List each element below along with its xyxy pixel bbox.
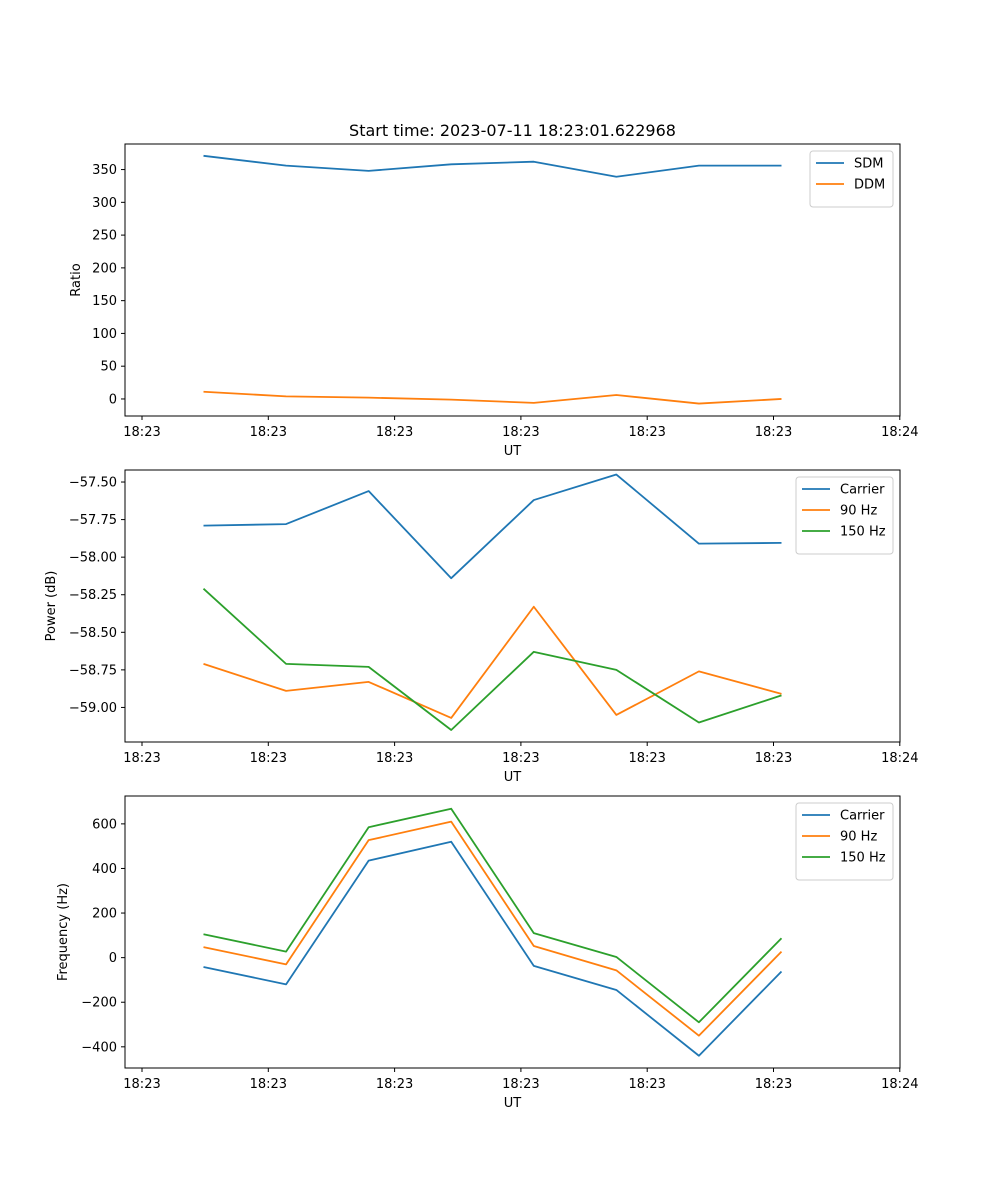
series-line-150-hz bbox=[202, 588, 782, 731]
legend-label: 150 Hz bbox=[840, 525, 886, 540]
legend-box bbox=[795, 802, 894, 881]
legend-box bbox=[809, 150, 894, 208]
legend-label: 150 Hz bbox=[840, 851, 886, 866]
x-tick-label: 18:24 bbox=[881, 425, 918, 440]
x-tick-label: 18:23 bbox=[755, 1077, 792, 1092]
x-tick-label: 18:23 bbox=[628, 751, 665, 766]
x-tick-label: 18:23 bbox=[755, 425, 792, 440]
y-tick-label: 200 bbox=[92, 907, 117, 922]
y-tick-label: −200 bbox=[81, 996, 117, 1011]
legend: Carrier 90 Hz 150 Hz bbox=[795, 802, 894, 881]
x-tick-label: 18:24 bbox=[881, 1077, 918, 1092]
frequency-panel: 18:23 18:23 18:23 18:23 18:23 18:23 18:24 −400 −… bbox=[56, 795, 919, 1111]
y-tick-label: 200 bbox=[92, 261, 117, 276]
series-line-carrier bbox=[203, 473, 782, 580]
series-line-150-hz bbox=[203, 807, 783, 1024]
x-axis-label: UT bbox=[504, 1096, 522, 1111]
x-tick-label: 18:24 bbox=[881, 751, 918, 766]
y-axis-label: Power (dB) bbox=[44, 571, 59, 642]
x-axis-label: UT bbox=[504, 770, 522, 785]
legend-label: DDM bbox=[854, 178, 885, 193]
y-tick-label: 400 bbox=[92, 862, 117, 877]
x-tick-label: 18:23 bbox=[250, 1077, 287, 1092]
y-tick-label: −58.50 bbox=[69, 626, 117, 641]
ratio-panel: 18:23 18:23 18:23 18:23 18:23 18:23 18:24 0 50 10… bbox=[69, 143, 919, 459]
legend-label: 90 Hz bbox=[840, 504, 877, 519]
legend: Carrier 90 Hz 150 Hz bbox=[795, 476, 894, 555]
figure-title: Start time: 2023-07-11 18:23:01.622968 bbox=[349, 121, 676, 140]
x-tick-label: 18:23 bbox=[376, 425, 413, 440]
series-line-90-hz bbox=[203, 820, 783, 1037]
y-tick-label: −57.75 bbox=[69, 513, 117, 528]
y-tick-label: −59.00 bbox=[69, 701, 117, 716]
legend: SDM DDM bbox=[809, 150, 894, 208]
y-axis-label: Ratio bbox=[69, 263, 84, 296]
x-axis-label: UT bbox=[504, 444, 522, 459]
legend-label: 90 Hz bbox=[840, 830, 877, 845]
axes-frame bbox=[124, 469, 901, 743]
x-tick-label: 18:23 bbox=[502, 751, 539, 766]
axes-frame bbox=[124, 795, 901, 1069]
legend-label: SDM bbox=[854, 157, 883, 172]
y-tick-label: 600 bbox=[92, 817, 117, 832]
x-tick-label: 18:23 bbox=[628, 425, 665, 440]
series-line-sdm bbox=[203, 154, 782, 178]
y-tick-label: 100 bbox=[92, 327, 117, 342]
y-tick-label: −57.50 bbox=[69, 476, 117, 491]
y-tick-label: 350 bbox=[92, 163, 117, 178]
y-tick-label: 0 bbox=[109, 951, 117, 966]
legend-label: Carrier bbox=[840, 809, 885, 824]
y-tick-label: −400 bbox=[81, 1040, 117, 1055]
series-line-90-hz bbox=[203, 605, 782, 719]
y-tick-label: −58.25 bbox=[69, 588, 117, 603]
x-tick-label: 18:23 bbox=[376, 751, 413, 766]
y-tick-label: 50 bbox=[100, 360, 117, 375]
x-tick-label: 18:23 bbox=[755, 751, 792, 766]
series-line-ddm bbox=[203, 390, 782, 405]
x-tick-label: 18:23 bbox=[628, 1077, 665, 1092]
x-tick-label: 18:23 bbox=[502, 1077, 539, 1092]
x-tick-label: 18:23 bbox=[250, 751, 287, 766]
y-tick-label: 250 bbox=[92, 229, 117, 244]
legend-label: Carrier bbox=[840, 483, 885, 498]
y-tick-label: 300 bbox=[92, 196, 117, 211]
x-tick-label: 18:23 bbox=[376, 1077, 413, 1092]
y-tick-label: −58.00 bbox=[69, 551, 117, 566]
x-tick-label: 18:23 bbox=[123, 425, 160, 440]
y-tick-label: 0 bbox=[109, 392, 117, 407]
x-tick-label: 18:23 bbox=[123, 1077, 160, 1092]
legend-box bbox=[795, 476, 894, 555]
x-tick-label: 18:23 bbox=[250, 425, 287, 440]
axes-frame bbox=[124, 143, 901, 417]
y-tick-label: 150 bbox=[92, 294, 117, 309]
x-tick-label: 18:23 bbox=[502, 425, 539, 440]
x-tick-label: 18:23 bbox=[123, 751, 160, 766]
y-axis-label: Frequency (Hz) bbox=[56, 883, 71, 981]
power-panel: 18:23 18:23 18:23 18:23 18:23 18:23 18:24 −59.0… bbox=[44, 469, 919, 785]
y-tick-label: −58.75 bbox=[69, 663, 117, 678]
series-line-carrier bbox=[203, 840, 783, 1057]
